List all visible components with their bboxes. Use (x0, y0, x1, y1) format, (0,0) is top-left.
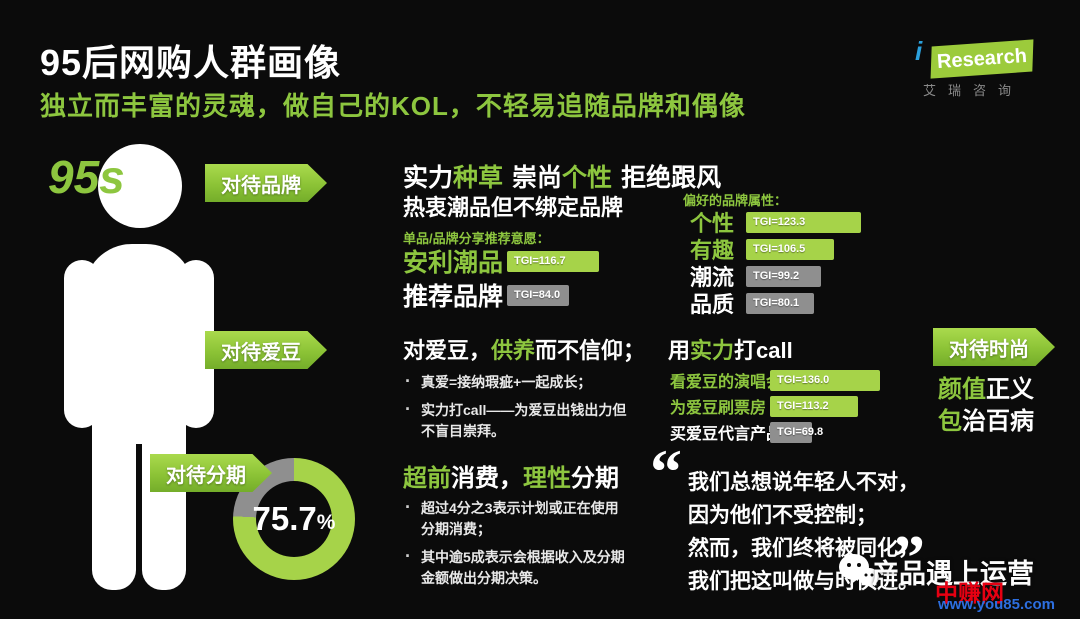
fashion-text: 颜值正义 包治百病 (938, 376, 1034, 435)
watermark-url: www.you85.com (938, 596, 1055, 613)
idol-call-row-2: 为爱豆刷票房 TGI=113.2 (670, 394, 858, 418)
brand-attr-row-1: 个性 TGI=123.3 (690, 206, 861, 238)
brand-share-row-2: 推荐品牌 TGI=84.0 (403, 277, 569, 313)
wechat-icon (839, 554, 879, 590)
brand-headline: 实力种草 崇尚个性 拒绝跟风 (403, 164, 722, 192)
tag-idol: 对待爱豆 (205, 331, 327, 369)
idol-headline: 对爱豆，供养而不信仰； (403, 338, 646, 363)
page-title: 95后网购人群画像 (40, 42, 342, 83)
logo-caption: 艾瑞咨询 (923, 83, 1024, 98)
installment-bullet-2: 其中逾5成表示会根据收入及分期金额做出分期决策。 (403, 546, 628, 589)
idol-call-headline: 用实力打call (668, 338, 793, 363)
logo-i-letter: i (915, 36, 923, 66)
person-silhouette-icon (64, 144, 214, 590)
tgi-bar: TGI=116.7 (507, 250, 599, 272)
tgi-bar: TGI=84.0 (507, 284, 569, 306)
idol-bullet-2: 实力打call——为爱豆出钱出力但不盲目崇拜。 (403, 399, 628, 442)
brand-attr-row-3: 潮流 TGI=99.2 (690, 260, 821, 292)
tgi-bar: TGI=80.1 (746, 292, 814, 314)
tgi-bar: TGI=136.0 (770, 369, 880, 391)
logo-wordmark: Research (936, 44, 1028, 73)
installment-headline: 超前消费，理性分期 (403, 465, 619, 492)
tag-brand: 对待品牌 (205, 164, 327, 202)
brand-attr-row-4: 品质 TGI=80.1 (690, 287, 814, 319)
installment-bullet-1: 超过4分之3表示计划或正在使用分期消费； (403, 497, 628, 540)
tag-installment: 对待分期 (150, 454, 272, 492)
idol-call-row-1: 看爱豆的演唱会 TGI=136.0 (670, 368, 880, 392)
tgi-bar: TGI=99.2 (746, 265, 821, 287)
logo-green-box: Research (930, 39, 1034, 79)
tgi-bar: TGI=106.5 (746, 238, 834, 260)
idol-bullet-1: 真爱=接纳瑕疵+一起成长； (403, 371, 628, 393)
donut-value: 75.7% (252, 500, 336, 537)
brand-subline: 热衷潮品但不绑定品牌 (403, 195, 624, 220)
watermark-account-name: 产品遇上运营 (872, 559, 1034, 589)
quote-open-mark: “ (650, 436, 682, 507)
tag-fashion: 对待时尚 (933, 328, 1055, 366)
idol-call-row-3: 买爱豆代言产品 TGI=69.8 (670, 420, 823, 444)
brand-attr-label: 偏好的品牌属性： (683, 193, 788, 208)
idol-bullets: 真爱=接纳瑕疵+一起成长； 实力打call——为爱豆出钱出力但不盲目崇拜。 (403, 371, 628, 449)
brand-attr-row-2: 有趣 TGI=106.5 (690, 233, 834, 265)
watermark-site-name: 中赚网 (935, 580, 1004, 606)
tgi-bar: TGI=113.2 (770, 395, 858, 417)
person-label-95s: 95s (48, 151, 125, 203)
iresearch-logo: i Research 艾瑞咨询 (893, 36, 1053, 98)
tgi-bar: TGI=69.8 (770, 421, 823, 443)
tgi-bar: TGI=123.3 (746, 211, 861, 233)
brand-share-label: 单品/品牌分享推荐意愿： (403, 231, 550, 246)
installment-bullets: 超过4分之3表示计划或正在使用分期消费； 其中逾5成表示会根据收入及分期金额做出… (403, 497, 628, 596)
brand-share-row-1: 安利潮品 TGI=116.7 (403, 243, 599, 279)
page-subtitle: 独立而丰富的灵魂，做自己的KOL，不轻易追随品牌和偶像 (40, 91, 746, 121)
quote-text: 我们总想说年轻人不对， 因为他们不受控制； 然而，我们终将被同化， 我们把这叫做… (688, 471, 919, 593)
